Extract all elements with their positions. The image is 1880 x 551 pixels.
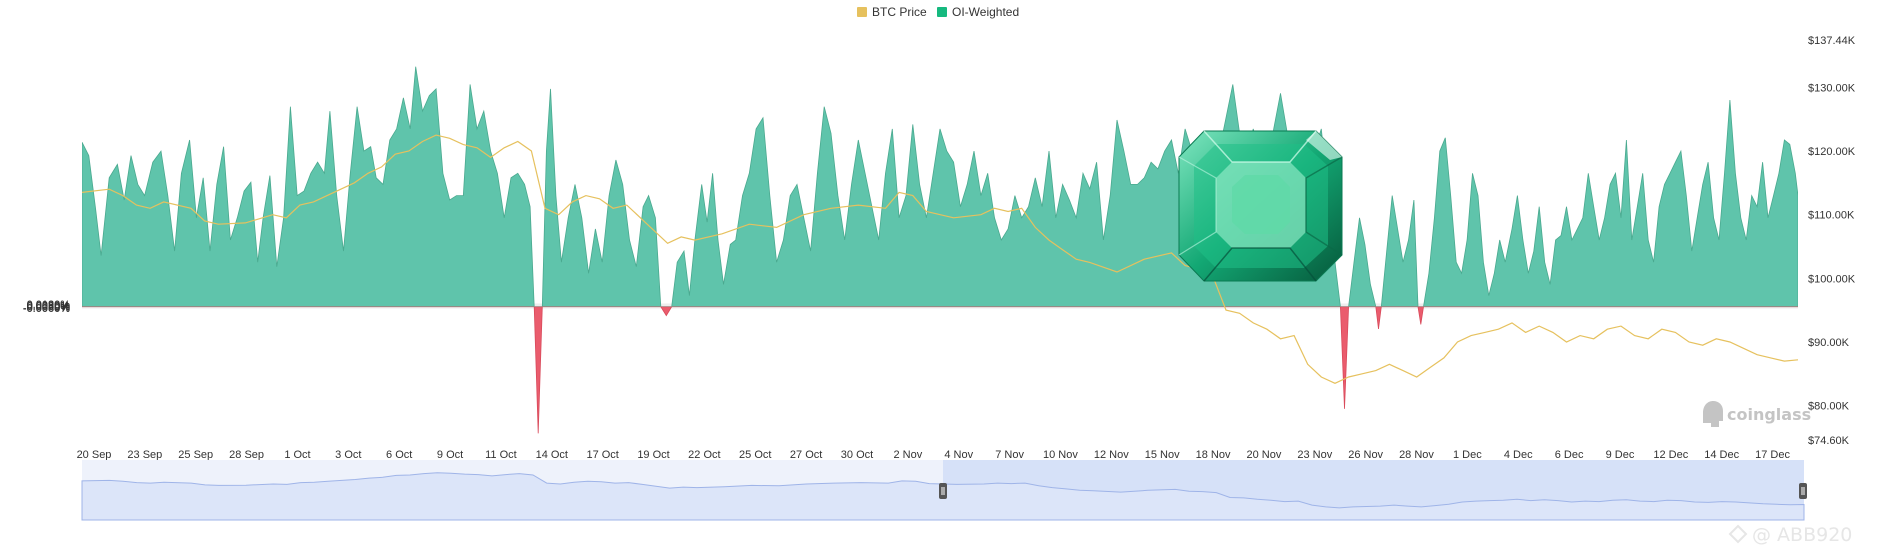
x-tick-label: 11 Oct	[485, 449, 517, 461]
x-tick-label: 7 Nov	[995, 449, 1024, 461]
legend: BTC Price OI-Weighted	[857, 5, 1019, 19]
left-y-tick-label: 0.0120%	[27, 299, 71, 311]
x-tick-label: 23 Nov	[1297, 449, 1332, 461]
x-tick-label: 23 Sep	[127, 449, 162, 461]
x-tick-label: 28 Nov	[1399, 449, 1434, 461]
x-tick-label: 12 Dec	[1653, 449, 1688, 461]
x-tick-label: 14 Dec	[1704, 449, 1739, 461]
x-tick-label: 19 Oct	[637, 449, 669, 461]
x-tick-label: 15 Nov	[1145, 449, 1180, 461]
x-tick-label: 27 Oct	[790, 449, 822, 461]
navigator-handle-right[interactable]	[1799, 483, 1807, 499]
x-tick-label: 14 Oct	[536, 449, 568, 461]
x-tick-label: 3 Oct	[335, 449, 361, 461]
coinglass-watermark: coinglass	[1703, 401, 1811, 427]
oi-weighted-positive-area	[82, 66, 1798, 307]
x-tick-label: 2 Nov	[893, 449, 922, 461]
x-tick-label: 20 Nov	[1246, 449, 1281, 461]
left-y-tick-label: 0.0060%	[27, 300, 71, 312]
btc-price-series	[81, 134, 1799, 384]
x-tick-label: 28 Sep	[229, 449, 264, 461]
right-y-axis: $137.44K $130.00K $120.00K $110.00K $100.00K…	[1808, 35, 1856, 447]
left-y-axis: 0.0120%0.0090%0.0060%0.0030%0%-0.0030%-0…	[23, 299, 70, 315]
navigator-handle-left[interactable]	[939, 483, 947, 499]
btc-price-line	[81, 134, 1799, 384]
x-tick-label: 1 Dec	[1453, 449, 1482, 461]
x-tick-label: 17 Dec	[1755, 449, 1790, 461]
x-tick-label: 10 Nov	[1043, 449, 1078, 461]
oi-weighted-series	[82, 66, 1798, 434]
x-tick-label: 12 Nov	[1094, 449, 1129, 461]
footer-credit: @ ABB920	[1728, 524, 1852, 546]
x-tick-label: 18 Nov	[1196, 449, 1231, 461]
left-y-tick-label: 0%	[54, 302, 70, 314]
legend-swatch-oi-weighted	[937, 7, 947, 17]
right-y-tick-label: $130.00K	[1808, 82, 1856, 94]
coinglass-logo-icon	[1703, 401, 1723, 427]
footer-credit-text: @ ABB920	[1752, 524, 1852, 546]
left-y-tick-label: -0.0060%	[23, 303, 70, 315]
left-y-tick-label: 0.0090%	[27, 300, 71, 312]
x-tick-label: 22 Oct	[688, 449, 720, 461]
x-tick-label: 1 Oct	[284, 449, 310, 461]
x-tick-label: 25 Sep	[178, 449, 213, 461]
right-y-tick-label: $90.00K	[1808, 337, 1850, 349]
x-tick-label: 4 Dec	[1504, 449, 1533, 461]
legend-item-btc-price[interactable]: BTC Price	[857, 5, 927, 19]
x-tick-label: 30 Oct	[841, 449, 873, 461]
right-y-tick-label: $137.44K	[1808, 35, 1856, 47]
range-navigator[interactable]	[81, 460, 1807, 521]
legend-item-oi-weighted[interactable]: OI-Weighted	[937, 5, 1019, 19]
legend-swatch-btc-price	[857, 7, 867, 17]
x-axis: 20 Sep 23 Sep 25 Sep 28 Sep 1 Oct 3 Oct 6 Oct 9…	[77, 449, 1791, 461]
x-tick-label: 9 Oct	[437, 449, 463, 461]
x-tick-label: 6 Oct	[386, 449, 412, 461]
right-y-tick-label: $120.00K	[1808, 146, 1856, 158]
right-y-tick-label: $80.00K	[1808, 401, 1850, 413]
left-y-tick-label: -0.0030%	[23, 302, 70, 314]
right-y-tick-label: $110.00K	[1808, 210, 1855, 222]
right-y-tick-label: $100.00K	[1808, 273, 1856, 285]
legend-label-oi-weighted: OI-Weighted	[952, 5, 1019, 19]
emerald-gem-icon	[1178, 130, 1343, 282]
x-tick-label: 26 Nov	[1348, 449, 1383, 461]
watermark-text: coinglass	[1727, 405, 1811, 424]
left-y-tick-label: 0.0030%	[27, 301, 71, 313]
x-tick-label: 9 Dec	[1606, 449, 1635, 461]
x-tick-label: 25 Oct	[739, 449, 771, 461]
x-tick-label: 4 Nov	[944, 449, 973, 461]
x-tick-label: 6 Dec	[1555, 449, 1584, 461]
legend-label-btc-price: BTC Price	[872, 5, 927, 19]
x-tick-label: 17 Oct	[586, 449, 618, 461]
x-tick-label: 20 Sep	[77, 449, 112, 461]
right-y-tick-label: $74.60K	[1808, 435, 1850, 447]
binance-logo-icon	[1728, 524, 1748, 544]
